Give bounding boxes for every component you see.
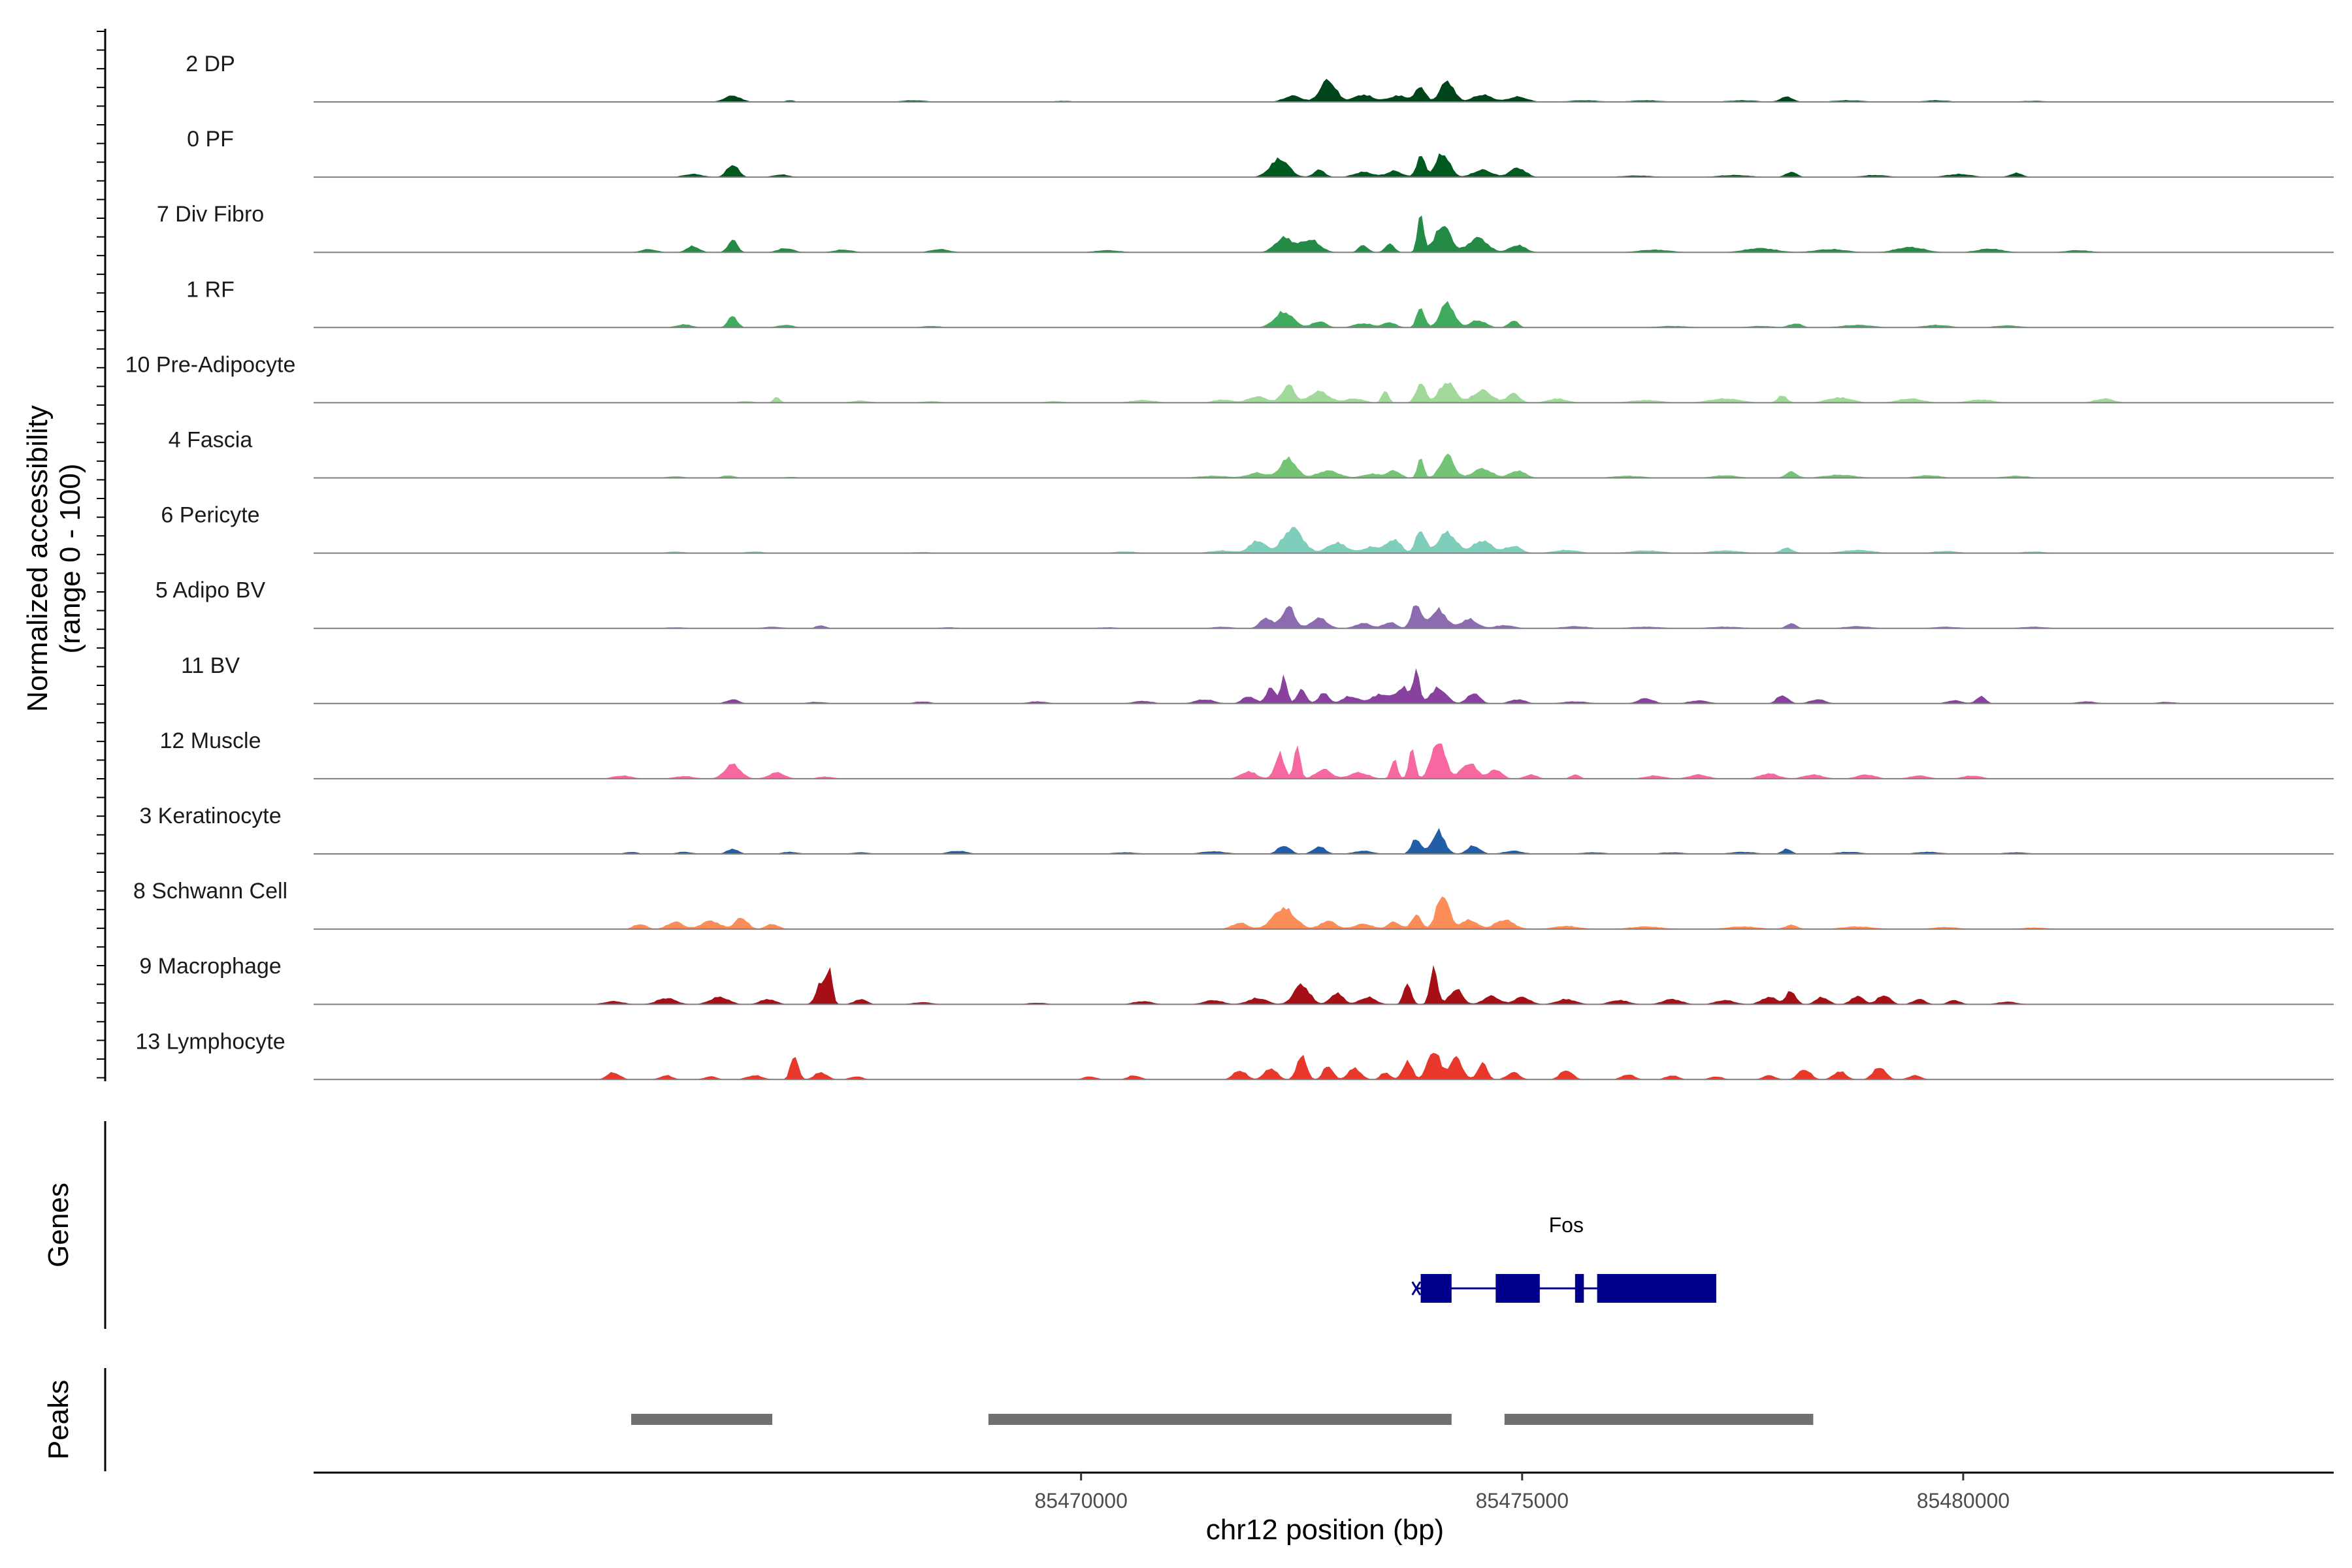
coverage-area: [314, 215, 2334, 253]
y-axis-tracks: [97, 29, 106, 1081]
peak-region: [1504, 1414, 1814, 1425]
y-axis-title-line2: (range 0 - 100): [54, 463, 86, 653]
track-8-schwann-cell: 8 Schwann Cell: [133, 879, 2334, 930]
gene-exon: [1597, 1274, 1716, 1303]
gene-tss-marker-icon: [1411, 1281, 1422, 1296]
peaks-axis-title: Peaks: [42, 1380, 74, 1460]
track-label: 0 PF: [187, 127, 234, 152]
track-label: 12 Muscle: [160, 728, 261, 753]
peak-track: [631, 1414, 1814, 1425]
x-axis: 85470000 85475000 85480000: [314, 1471, 2334, 1512]
track-2-dp: 2 DP: [186, 52, 2334, 103]
coverage-area: [314, 153, 2334, 178]
coverage-area: [314, 527, 2334, 553]
gene-exon: [1575, 1274, 1584, 1303]
gene-label: Fos: [1549, 1213, 1584, 1237]
coverage-area: [314, 453, 2334, 478]
gene-track: Fos: [1411, 1213, 1716, 1303]
track-label: 6 Pericyte: [161, 503, 259, 528]
peak-region: [988, 1414, 1452, 1425]
track-5-adipo-bv: 5 Adipo BV: [155, 578, 2334, 629]
coverage-area: [314, 1053, 2334, 1080]
track-label: 11 BV: [181, 653, 240, 678]
coverage-area: [314, 78, 2334, 102]
coverage-area: [314, 896, 2334, 930]
coverage-area: [314, 743, 2334, 779]
coverage-area: [314, 605, 2334, 629]
gene-fos: Fos: [1411, 1213, 1716, 1303]
track-label: 8 Schwann Cell: [133, 879, 287, 904]
gene-exon: [1495, 1274, 1540, 1303]
coverage-area: [314, 668, 2334, 704]
track-label: 13 Lymphocyte: [135, 1029, 285, 1054]
gene-exon: [1420, 1274, 1452, 1303]
track-12-muscle: 12 Muscle: [160, 728, 2334, 779]
peak-region: [631, 1414, 773, 1425]
track-10-pre-adipocyte: 10 Pre-Adipocyte: [125, 352, 2334, 404]
coverage-area: [314, 828, 2334, 854]
coverage-area: [314, 382, 2334, 403]
track-label: 4 Fascia: [169, 428, 253, 453]
track-label: 1 RF: [186, 277, 235, 302]
track-label: 5 Adipo BV: [155, 578, 266, 603]
track-label: 7 Div Fibro: [157, 202, 264, 227]
track-11-bv: 11 BV: [181, 653, 2334, 704]
genes-axis-title: Genes: [42, 1183, 74, 1267]
track-6-pericyte: 6 Pericyte: [161, 503, 2334, 554]
x-axis-title: chr12 position (bp): [1206, 1514, 1444, 1546]
track-label: 3 Keratinocyte: [139, 804, 281, 828]
track-3-keratinocyte: 3 Keratinocyte: [139, 804, 2334, 855]
track-0-pf: 0 PF: [187, 127, 2334, 178]
x-tick-label: 85470000: [1035, 1489, 1128, 1512]
track-label: 10 Pre-Adipocyte: [125, 352, 296, 377]
coverage-area: [314, 301, 2334, 328]
track-4-fascia: 4 Fascia: [169, 428, 2334, 479]
coverage-area: [314, 965, 2334, 1005]
track-13-lymphocyte: 13 Lymphocyte: [135, 1029, 2334, 1081]
coverage-tracks: 2 DP 0 PF 7 Div Fibro 1 RF 10 Pre-Adipocyte 4…: [125, 52, 2334, 1081]
track-9-macrophage: 9 Macrophage: [139, 954, 2334, 1005]
x-tick-label: 85475000: [1476, 1489, 1569, 1512]
y-axis-title-line1: Normalized accessibility: [22, 405, 54, 711]
track-1-rf: 1 RF: [186, 277, 2334, 329]
x-tick-label: 85480000: [1917, 1489, 2010, 1512]
track-label: 9 Macrophage: [139, 954, 281, 979]
track-7-div-fibro: 7 Div Fibro: [157, 202, 2334, 253]
track-label: 2 DP: [186, 52, 235, 76]
